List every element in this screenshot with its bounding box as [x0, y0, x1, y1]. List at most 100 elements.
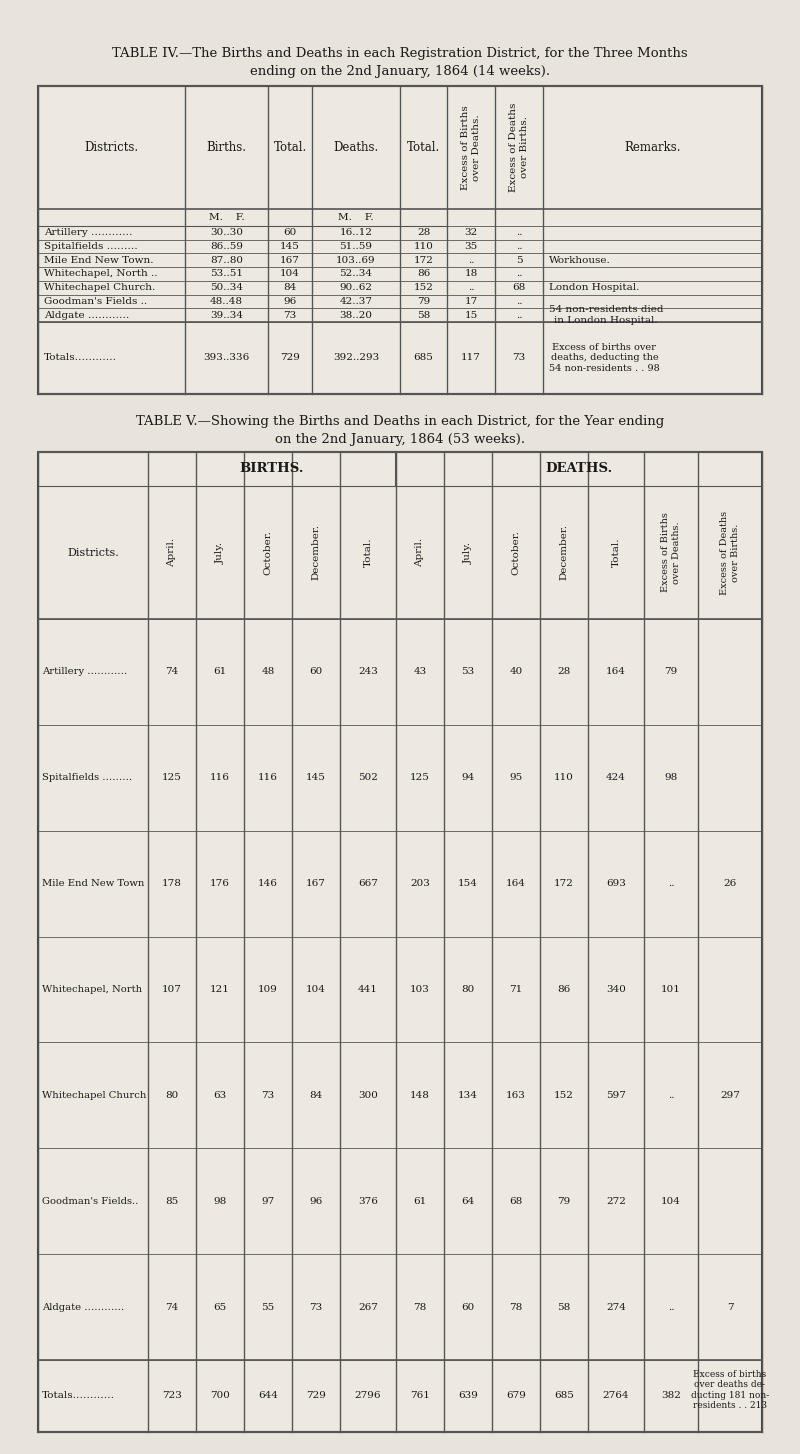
Text: 54 non-residents died
in London Hospital.: 54 non-residents died in London Hospital… [549, 305, 663, 324]
Text: 60: 60 [310, 667, 322, 676]
Text: 74: 74 [166, 667, 178, 676]
Text: 71: 71 [510, 984, 522, 995]
Text: 167: 167 [280, 256, 300, 265]
Text: 502: 502 [358, 774, 378, 782]
Text: Spitalfields ………: Spitalfields ……… [44, 241, 138, 252]
Text: Mile End New Town: Mile End New Town [42, 880, 144, 888]
Text: ..: .. [668, 1090, 674, 1099]
Text: 68: 68 [510, 1197, 522, 1205]
Text: Births.: Births. [206, 141, 246, 154]
Text: 97: 97 [262, 1197, 274, 1205]
Text: 267: 267 [358, 1303, 378, 1312]
Text: Total.: Total. [363, 538, 373, 567]
Text: ..: .. [668, 1303, 674, 1312]
Text: 42..37: 42..37 [339, 297, 373, 305]
Text: Remarks.: Remarks. [624, 141, 681, 154]
Text: Mile End New Town.: Mile End New Town. [44, 256, 154, 265]
Text: 145: 145 [306, 774, 326, 782]
Text: Excess of Births
over Deaths.: Excess of Births over Deaths. [662, 513, 681, 592]
Text: Districts.: Districts. [67, 548, 119, 557]
Text: April.: April. [167, 538, 177, 567]
Text: 117: 117 [461, 353, 481, 362]
Text: TABLE V.—Showing the Births and Deaths in each District, for the Year ending: TABLE V.—Showing the Births and Deaths i… [136, 416, 664, 429]
Text: 96: 96 [310, 1197, 322, 1205]
Text: 104: 104 [280, 269, 300, 279]
Text: ..: .. [516, 297, 522, 305]
Text: Excess of births over
deaths, deducting the
54 non-residents . . 98: Excess of births over deaths, deducting … [549, 343, 660, 372]
Text: Excess of Deaths
over Births.: Excess of Deaths over Births. [720, 510, 740, 595]
Text: 39..34: 39..34 [210, 311, 243, 320]
Text: July.: July. [215, 541, 225, 564]
Text: Excess of Births
over Deaths.: Excess of Births over Deaths. [462, 105, 481, 190]
Text: 61: 61 [214, 667, 226, 676]
Text: on the 2nd January, 1864 (53 weeks).: on the 2nd January, 1864 (53 weeks). [275, 433, 525, 446]
Text: Goodman's Fields ..: Goodman's Fields .. [44, 297, 147, 305]
Text: ..: .. [516, 228, 522, 237]
Text: 5: 5 [516, 256, 522, 265]
Text: 87..80: 87..80 [210, 256, 243, 265]
Text: ..: .. [516, 269, 522, 279]
Text: 64: 64 [462, 1197, 474, 1205]
Text: Districts.: Districts. [85, 141, 138, 154]
Text: ..: .. [668, 880, 674, 888]
Text: 53: 53 [462, 667, 474, 676]
Text: 30..30: 30..30 [210, 228, 243, 237]
Text: 172: 172 [414, 256, 434, 265]
Text: Totals…………: Totals………… [44, 353, 117, 362]
Text: 274: 274 [606, 1303, 626, 1312]
Text: 85: 85 [166, 1197, 178, 1205]
Text: 134: 134 [458, 1090, 478, 1099]
Text: 109: 109 [258, 984, 278, 995]
Text: Aldgate …………: Aldgate ………… [42, 1303, 124, 1312]
Text: 243: 243 [358, 667, 378, 676]
Text: 176: 176 [210, 880, 230, 888]
Text: 63: 63 [214, 1090, 226, 1099]
Text: ..: .. [468, 256, 474, 265]
Text: October.: October. [263, 531, 273, 574]
Text: 86: 86 [417, 269, 430, 279]
Text: TABLE IV.—The Births and Deaths in each Registration District, for the Three Mon: TABLE IV.—The Births and Deaths in each … [112, 48, 688, 61]
Text: 61: 61 [414, 1197, 426, 1205]
Text: 73: 73 [512, 353, 526, 362]
Text: 84: 84 [283, 284, 297, 292]
Text: Whitechapel, North ..: Whitechapel, North .. [44, 269, 158, 279]
Text: 340: 340 [606, 984, 626, 995]
Text: 2764: 2764 [602, 1391, 630, 1400]
Text: 96: 96 [283, 297, 297, 305]
Text: 700: 700 [210, 1391, 230, 1400]
Text: 110: 110 [414, 241, 434, 252]
Text: 17: 17 [464, 297, 478, 305]
Text: 90..62: 90..62 [339, 284, 373, 292]
Text: 7: 7 [726, 1303, 734, 1312]
Text: ..: .. [468, 284, 474, 292]
Text: 40: 40 [510, 667, 522, 676]
Text: 101: 101 [661, 984, 681, 995]
Text: 15: 15 [464, 311, 478, 320]
Text: 2796: 2796 [354, 1391, 382, 1400]
Text: 26: 26 [723, 880, 737, 888]
Text: April.: April. [415, 538, 425, 567]
Text: M.    F.: M. F. [338, 212, 374, 222]
Text: 104: 104 [306, 984, 326, 995]
Text: 58: 58 [417, 311, 430, 320]
Text: 78: 78 [414, 1303, 426, 1312]
Text: 693: 693 [606, 880, 626, 888]
Text: BIRTHS.: BIRTHS. [240, 462, 304, 475]
Text: 597: 597 [606, 1090, 626, 1099]
Text: 16..12: 16..12 [339, 228, 373, 237]
Text: 164: 164 [606, 667, 626, 676]
Text: Total.: Total. [274, 141, 306, 154]
Text: 164: 164 [506, 880, 526, 888]
Text: Total.: Total. [611, 538, 621, 567]
Text: Aldgate …………: Aldgate ………… [44, 311, 130, 320]
Text: 203: 203 [410, 880, 430, 888]
Text: 163: 163 [506, 1090, 526, 1099]
Text: 103: 103 [410, 984, 430, 995]
Text: 60: 60 [462, 1303, 474, 1312]
Text: 73: 73 [262, 1090, 274, 1099]
Text: 43: 43 [414, 667, 426, 676]
Text: 121: 121 [210, 984, 230, 995]
Text: 392..293: 392..293 [333, 353, 379, 362]
Text: Whitechapel, North: Whitechapel, North [42, 984, 142, 995]
Text: 167: 167 [306, 880, 326, 888]
